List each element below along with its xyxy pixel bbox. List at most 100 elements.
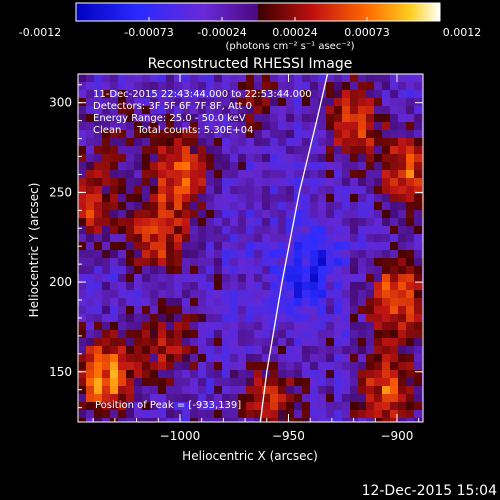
heatmap-cell	[358, 402, 367, 411]
heatmap-cell	[270, 98, 279, 107]
heatmap-cell	[270, 258, 279, 267]
heatmap-cell	[350, 90, 359, 99]
heatmap-cell	[262, 298, 271, 307]
heatmap-cell	[342, 290, 351, 299]
heatmap-cell	[214, 98, 223, 107]
heatmap-cell	[190, 378, 199, 387]
heatmap-cell	[230, 314, 239, 323]
heatmap-cell	[382, 274, 391, 283]
heatmap-cell	[190, 218, 199, 227]
heatmap-cell	[94, 306, 103, 315]
heatmap-cell	[142, 130, 151, 139]
heatmap-cell	[254, 130, 263, 139]
heatmap-cell	[110, 146, 119, 155]
heatmap-cell	[134, 82, 143, 91]
heatmap-cell	[150, 242, 159, 251]
heatmap-cell	[174, 122, 183, 131]
heatmap-cell	[214, 386, 223, 395]
heatmap-cell	[166, 130, 175, 139]
heatmap-cell	[158, 298, 167, 307]
heatmap-cell	[86, 154, 95, 163]
heatmap-cell	[118, 162, 127, 171]
heatmap-cell	[398, 394, 407, 403]
heatmap-cell	[414, 322, 423, 331]
heatmap-cell	[414, 82, 423, 91]
heatmap-cell	[398, 90, 407, 99]
heatmap-cell	[374, 138, 383, 147]
heatmap-cell	[382, 226, 391, 235]
heatmap-cell	[310, 170, 319, 179]
heatmap-cell	[406, 74, 415, 83]
heatmap-cell	[342, 234, 351, 243]
heatmap-cell	[310, 114, 319, 123]
heatmap-cell	[342, 194, 351, 203]
heatmap-cell	[278, 410, 287, 419]
heatmap-cell	[390, 386, 399, 395]
heatmap-cell	[318, 162, 327, 171]
heatmap-cell	[390, 418, 399, 422]
heatmap-cell	[118, 290, 127, 299]
heatmap-cell	[166, 402, 175, 411]
heatmap-cell	[366, 250, 375, 259]
heatmap-cell	[174, 74, 183, 83]
heatmap-cell	[262, 346, 271, 355]
heatmap-cell	[150, 330, 159, 339]
heatmap-cell	[190, 306, 199, 315]
heatmap-cell	[366, 242, 375, 251]
heatmap-cell	[286, 170, 295, 179]
heatmap-cell	[294, 234, 303, 243]
heatmap-cell	[310, 106, 319, 115]
heatmap-cell	[398, 138, 407, 147]
heatmap-cell	[182, 402, 191, 411]
heatmap-cell	[238, 178, 247, 187]
heatmap-cell	[294, 90, 303, 99]
footer-timestamp: 12-Dec-2015 15:04	[362, 483, 498, 499]
heatmap-cell	[182, 290, 191, 299]
heatmap-cell	[158, 410, 167, 419]
heatmap-cell	[174, 234, 183, 243]
heatmap-cell	[246, 274, 255, 283]
heatmap-cell	[174, 290, 183, 299]
heatmap-cell	[294, 250, 303, 259]
heatmap-cell	[414, 146, 423, 155]
heatmap-cell	[238, 394, 247, 403]
heatmap-cell	[238, 162, 247, 171]
heatmap-cell	[222, 322, 231, 331]
heatmap-cell	[214, 282, 223, 291]
heatmap-cell	[310, 290, 319, 299]
heatmap-cell	[302, 354, 311, 363]
heatmap-cell	[294, 330, 303, 339]
heatmap-cell	[110, 106, 119, 115]
heatmap-cell	[214, 170, 223, 179]
heatmap-cell	[102, 338, 111, 347]
heatmap-cell	[190, 186, 199, 195]
heatmap-cell	[414, 170, 423, 179]
heatmap-cell	[206, 234, 215, 243]
heatmap-cell	[262, 162, 271, 171]
heatmap-cell	[126, 330, 135, 339]
heatmap-cell	[94, 362, 103, 371]
heatmap-cell	[326, 130, 335, 139]
heatmap-cell	[166, 242, 175, 251]
heatmap-cell	[310, 122, 319, 131]
heatmap-cell	[198, 218, 207, 227]
heatmap-cell	[342, 210, 351, 219]
heatmap-cell	[270, 162, 279, 171]
heatmap-cell	[382, 162, 391, 171]
heatmap-cell	[302, 170, 311, 179]
heatmap-cell	[366, 394, 375, 403]
heatmap-cell	[214, 330, 223, 339]
heatmap-cell	[110, 354, 119, 363]
heatmap-cell	[198, 418, 207, 422]
heatmap-cell	[246, 282, 255, 291]
heatmap-cell	[358, 170, 367, 179]
heatmap-cell	[406, 210, 415, 219]
heatmap-cell	[294, 338, 303, 347]
heatmap-cell	[342, 298, 351, 307]
heatmap-cell	[118, 210, 127, 219]
heatmap-cell	[302, 90, 311, 99]
heatmap-cell	[334, 90, 343, 99]
heatmap-cell	[414, 410, 423, 419]
heatmap-cell	[350, 106, 359, 115]
heatmap-cell	[294, 178, 303, 187]
